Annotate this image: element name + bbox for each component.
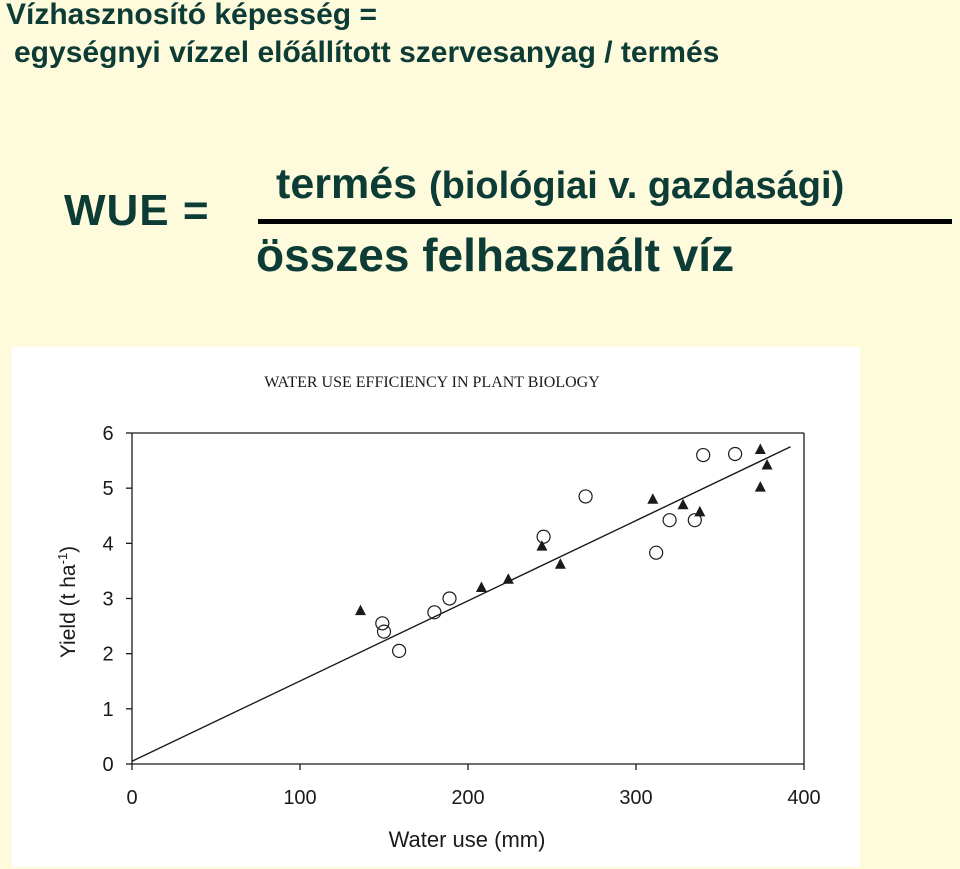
x-tick-label: 300 (619, 787, 652, 809)
y-tick-label: 2 (102, 644, 113, 666)
circle-point (662, 513, 677, 528)
triangle-point (754, 481, 766, 492)
y-axis-label-close: ) (57, 546, 80, 553)
x-axis-label: Water use (mm) (389, 827, 546, 852)
triangle-point (761, 458, 773, 470)
numerator-main: termés (276, 160, 418, 208)
circle-point (375, 616, 390, 631)
y-axis-label: Yield (t ha-1) (55, 546, 80, 658)
slide-heading: Vízhasznosító képesség = egységnyi vízze… (6, 0, 719, 72)
chart-axes (131, 432, 805, 765)
chart-ticks: 0 1 2 3 4 5 6 0 100 200 300 400 (102, 423, 820, 809)
x-tick-label: 0 (126, 787, 137, 809)
triangle-point (536, 540, 548, 551)
circle-point (649, 545, 664, 560)
triangle-point (754, 443, 766, 455)
trend-line (131, 446, 791, 762)
y-tick-label: 6 (102, 423, 113, 445)
chart-panel: WATER USE EFFICIENCY IN PLANT BIOLOGY 0 1… (12, 347, 860, 867)
circle-point (696, 447, 711, 463)
numerator-paren: (biológiai v. gazdasági) (428, 165, 845, 207)
circle-point (392, 643, 407, 659)
fraction-bar (258, 219, 952, 224)
triangle-point (647, 493, 659, 504)
x-tick-label: 100 (283, 787, 316, 809)
trend-line-group (131, 446, 791, 762)
circle-point (687, 513, 702, 528)
heading-line-2: egységnyi vízzel előállított szervesanya… (14, 36, 720, 69)
wue-scatter-chart: WATER USE EFFICIENCY IN PLANT BIOLOGY 0 1… (55, 374, 821, 852)
y-tick-label: 0 (102, 754, 113, 776)
y-tick-label: 4 (102, 533, 113, 555)
x-tick-label: 400 (787, 787, 820, 809)
triangle-point (354, 604, 366, 616)
y-tick-label: 3 (102, 589, 113, 611)
circle-point (728, 446, 743, 462)
chart-title: WATER USE EFFICIENCY IN PLANT BIOLOGY (264, 374, 600, 391)
triangle-point (475, 581, 487, 592)
formula-numerator: termés (biológiai v. gazdasági) (276, 160, 844, 209)
circle-point (578, 489, 593, 504)
wue-label: WUE = (64, 186, 210, 235)
x-tick-label: 200 (451, 787, 484, 809)
y-axis-label-sup: -1 (55, 553, 70, 565)
triangle-point (694, 505, 706, 517)
circle-point (442, 591, 457, 606)
triangle-point (554, 558, 566, 569)
circle-point (427, 605, 442, 620)
y-tick-label: 1 (102, 699, 113, 721)
triangle-point (677, 498, 689, 510)
data-points (354, 443, 773, 659)
circle-point (376, 624, 392, 639)
y-tick-label: 5 (102, 478, 113, 500)
y-axis-label-main: Yield (t ha (57, 564, 80, 658)
circle-point (536, 529, 551, 544)
triangle-point (502, 573, 514, 584)
formula-denominator: összes felhasznált víz (256, 229, 735, 281)
heading-line-1: Vízhasznosító képesség = (6, 0, 377, 31)
